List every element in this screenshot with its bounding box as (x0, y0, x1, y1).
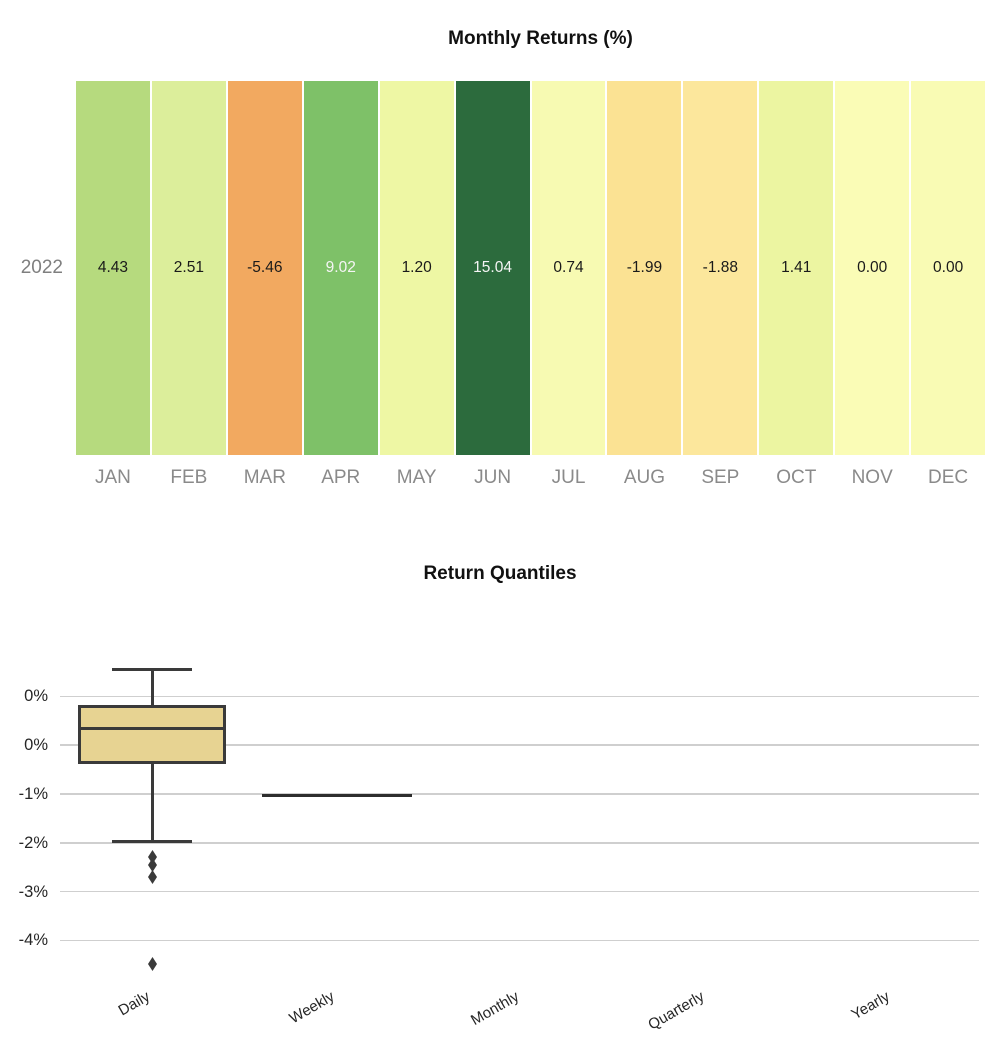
y-axis-tick-label: -1% (18, 785, 48, 803)
heatmap-cell-sep: -1.88 (683, 81, 758, 455)
y-axis-tick-label: -3% (18, 882, 48, 901)
month-axis-label-dec: DEC (928, 467, 969, 488)
month-axis-label-mar: MAR (243, 467, 286, 488)
quantiles-gridline (60, 744, 979, 746)
daily-median-line (78, 727, 226, 731)
heatmap-cell-value: 1.20 (401, 259, 432, 276)
daily-whisker-line-lower (150, 764, 154, 842)
daily-box (78, 705, 226, 765)
heatmap-cell-value: 0.00 (857, 259, 888, 276)
heatmap-cell-apr: 9.02 (303, 81, 378, 455)
daily-outlier-diamond (147, 869, 157, 884)
x-axis-label-yearly: Yearly (848, 988, 893, 1024)
heatmap-cell-value: 15.04 (473, 259, 512, 276)
heatmap-cell-jul: 0.74 (531, 81, 606, 455)
daily-whisker-cap-lower (112, 839, 192, 843)
heatmap-cell-value: 9.02 (325, 259, 356, 276)
heatmap-cell-value: -1.88 (702, 259, 738, 276)
month-axis-label-aug: AUG (623, 467, 665, 488)
heatmap-row-label-2022: 2022 (20, 257, 63, 278)
heatmap-cell-value: 1.41 (781, 259, 812, 276)
heatmap-cell-value: 2.51 (173, 259, 204, 276)
month-axis-label-apr: APR (321, 467, 361, 488)
heatmap-cell-value: 4.43 (97, 259, 129, 276)
quantiles-gridline (60, 793, 979, 795)
weekly-collapsed-line (262, 793, 412, 798)
heatmap-cell-aug: -1.99 (607, 81, 682, 455)
month-axis-label-feb: FEB (170, 467, 208, 488)
month-axis-label-sep: SEP (701, 467, 740, 488)
daily-outlier-diamond (147, 849, 157, 864)
y-axis-tick-label: 0% (24, 687, 48, 706)
x-axis-label-quarterly: Quarterly (645, 988, 708, 1034)
y-axis-tick-label: 0% (24, 736, 48, 755)
quantiles-gridline (60, 842, 979, 844)
heatmap-cell-oct: 1.41 (759, 81, 834, 455)
heatmap-cell-feb: 2.51 (151, 81, 226, 455)
daily-outlier-diamond (147, 858, 157, 873)
x-axis-label-daily: Daily (115, 988, 153, 1020)
return-quantiles-title: Return Quantiles (423, 563, 577, 584)
heatmap-cell-value: -1.99 (626, 259, 663, 276)
heatmap-cell-jan: 4.43 (76, 81, 150, 455)
month-axis-label-jan: JAN (95, 467, 131, 488)
heatmap-cell-value: -5.46 (247, 259, 283, 276)
y-axis-tick-label: -2% (18, 833, 48, 852)
daily-outlier-diamond (147, 956, 157, 971)
quantiles-gridline (60, 890, 979, 893)
x-axis-label-weekly: Weekly (286, 988, 338, 1028)
heatmap-cell-may: 1.20 (379, 81, 454, 455)
heatmap-cell-mar: -5.46 (227, 81, 302, 455)
heatmap-cell-nov: 0.00 (835, 81, 910, 455)
month-axis-label-oct: OCT (776, 467, 817, 488)
heatmap-cell-jun: 15.04 (455, 81, 530, 455)
heatmap-month-axis: JAN FEB MAR APR MAY JUN JUL AUG SEP OCT NOV DEC (76, 466, 985, 490)
month-axis-label-jun: JUN (474, 467, 512, 488)
heatmap-cell-dec: 0.00 (911, 81, 986, 455)
heatmap-grid: 4.43 2.51 -5.46 9.02 1.20 15.04 0.74 -1.99 -1.88… (76, 81, 986, 455)
heatmap-cell-value: 0.00 (933, 259, 964, 276)
daily-whisker-cap-upper (112, 667, 192, 671)
y-axis-tick-label: -4% (18, 931, 48, 950)
quantiles-gridline (60, 939, 979, 942)
daily-whisker-line-upper (150, 669, 154, 706)
month-axis-label-may: MAY (396, 467, 437, 488)
heatmap-cell-value: 0.74 (553, 259, 584, 276)
month-axis-label-nov: NOV (851, 467, 893, 488)
monthly-returns-title: Monthly Returns (%) (448, 28, 633, 49)
x-axis-label-monthly: Monthly (468, 988, 523, 1029)
month-axis-label-jul: JUL (551, 467, 586, 488)
quantiles-gridline (60, 695, 979, 698)
